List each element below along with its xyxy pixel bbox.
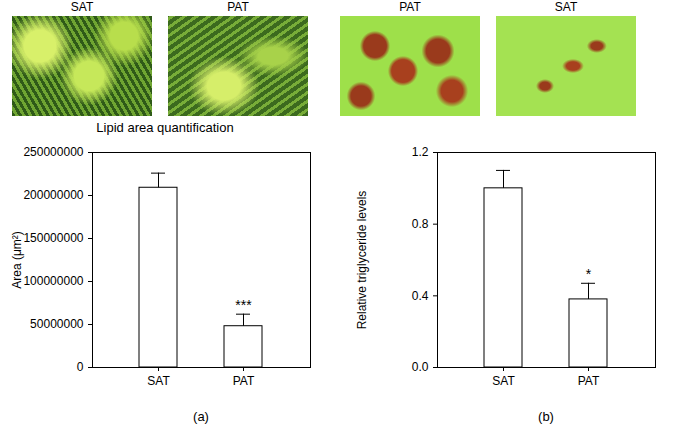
html-text:Lipid area quantification: Lipid area quantification <box>96 120 234 135</box>
html-text:PAT: PAT <box>227 0 249 14</box>
svg-text:150000000: 150000000 <box>23 231 83 245</box>
svg-text:1.2: 1.2 <box>412 145 429 159</box>
svg-text:SAT: SAT <box>147 374 170 388</box>
svg-text:0.8: 0.8 <box>412 217 429 231</box>
svg-text:50000000: 50000000 <box>30 317 84 331</box>
html-text:(a): (a) <box>193 409 209 424</box>
svg-text:0: 0 <box>77 360 84 374</box>
svg-text:Area (μm²): Area (μm²) <box>10 231 24 289</box>
svg-text:PAT: PAT <box>233 374 255 388</box>
svg-text:0.4: 0.4 <box>412 289 429 303</box>
svg-text:Relative triglyceride levels: Relative triglyceride levels <box>355 191 369 330</box>
svg-text:*: * <box>586 266 592 282</box>
svg-text:PAT: PAT <box>578 374 600 388</box>
svg-text:250000000: 250000000 <box>23 145 83 159</box>
svg-text:0.0: 0.0 <box>412 360 429 374</box>
svg-text:SAT: SAT <box>492 374 515 388</box>
svg-text:100000000: 100000000 <box>23 274 83 288</box>
html-text:(b): (b) <box>538 409 554 424</box>
svg-text:***: *** <box>235 297 252 313</box>
html-text:SAT: SAT <box>554 0 578 14</box>
html-text:SAT: SAT <box>70 0 94 14</box>
html-text:PAT: PAT <box>399 0 421 14</box>
svg-text:200000000: 200000000 <box>23 188 83 202</box>
